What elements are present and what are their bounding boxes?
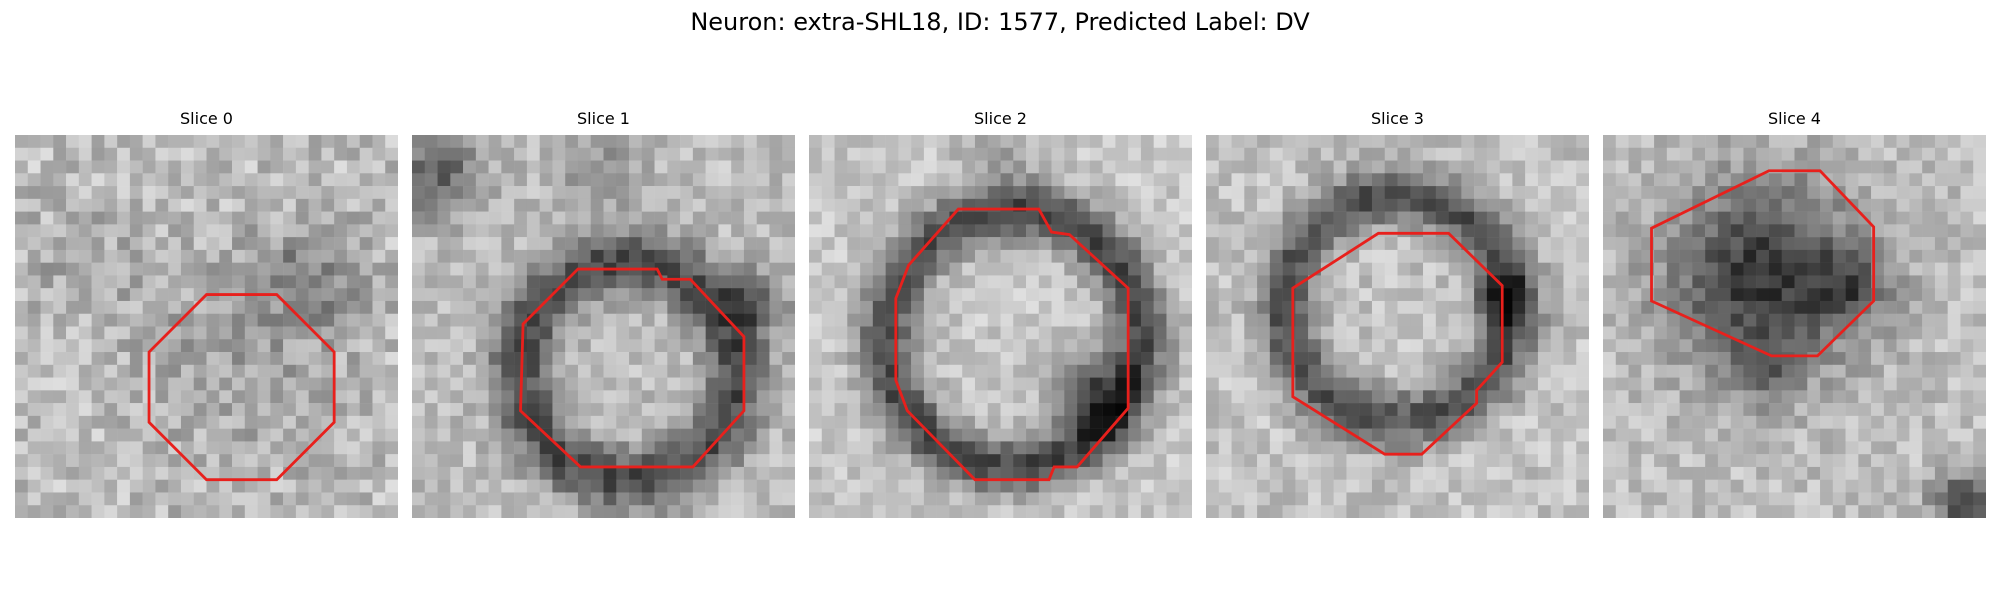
roi-outline xyxy=(147,293,336,482)
pixel-grid xyxy=(15,135,398,518)
roi-outline xyxy=(1650,169,1876,358)
roi-outline xyxy=(519,267,746,469)
roi-outline xyxy=(1291,231,1504,456)
slice-image-1 xyxy=(412,135,795,518)
pixel-grid xyxy=(412,135,795,518)
pixel-grid xyxy=(809,135,1192,518)
slice-title-3: Slice 3 xyxy=(1371,109,1424,128)
pixel-grid xyxy=(1603,135,1986,518)
slice-image-3 xyxy=(1206,135,1589,518)
pixel-grid xyxy=(1206,135,1589,518)
slice-panel-1: Slice 1 xyxy=(412,108,795,518)
slice-title-1: Slice 1 xyxy=(577,109,630,128)
slice-title-4: Slice 4 xyxy=(1768,109,1821,128)
figure-title: Neuron: extra-SHL18, ID: 1577, Predicted… xyxy=(690,8,1310,36)
slice-title-0: Slice 0 xyxy=(180,109,233,128)
slice-image-0 xyxy=(15,135,398,518)
slice-panel-4: Slice 4 xyxy=(1603,108,1986,518)
slice-image-4 xyxy=(1603,135,1986,518)
slice-panel-0: Slice 0 xyxy=(15,108,398,518)
slice-image-2 xyxy=(809,135,1192,518)
roi-outline xyxy=(894,207,1130,482)
slice-panel-2: Slice 2 xyxy=(809,108,1192,518)
slice-title-2: Slice 2 xyxy=(974,109,1027,128)
slice-panel-3: Slice 3 xyxy=(1206,108,1589,518)
